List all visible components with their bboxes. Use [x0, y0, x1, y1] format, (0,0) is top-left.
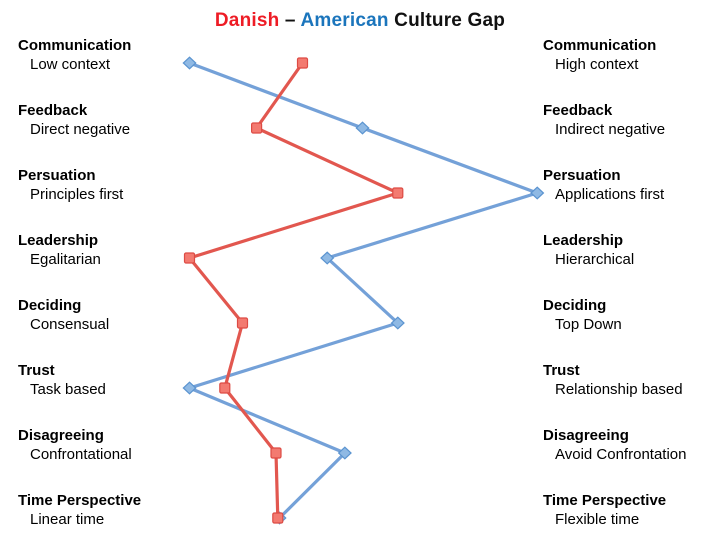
dimension-title: Deciding: [543, 297, 607, 314]
american-marker: [182, 381, 197, 395]
dimension-subtitle: Direct negative: [30, 121, 131, 138]
dimension-title: Leadership: [18, 232, 99, 249]
dimension-subtitle: Task based: [30, 381, 106, 398]
dimension-left-label: Feedback Direct negative: [18, 101, 130, 138]
dimension-title: Deciding: [18, 297, 82, 314]
dimension-subtitle: Hierarchical: [555, 251, 635, 268]
danish-line: [187, 61, 400, 520]
american-marker: [390, 316, 405, 330]
american-marker: [530, 186, 545, 200]
danish-marker: [272, 512, 284, 524]
dimension-right-label: Persuation Applications first: [543, 166, 664, 203]
dimension-right-label: Disagreeing Avoid Confrontation: [543, 426, 686, 463]
danish-marker: [251, 122, 263, 134]
dimension-subtitle: Flexible time: [555, 511, 640, 528]
dimension-title: Disagreeing: [543, 427, 629, 444]
dimension-left-label: Persuation Principles first: [18, 166, 123, 203]
american-line: [187, 61, 539, 520]
dimension-subtitle: Applications first: [555, 186, 665, 203]
dimension-subtitle: Indirect negative: [555, 121, 666, 138]
dimension-right-label: Deciding Top Down: [543, 296, 622, 333]
american-marker: [337, 446, 352, 460]
dimension-subtitle: High context: [555, 56, 639, 73]
title-separator: –: [284, 10, 296, 31]
danish-marker: [183, 252, 196, 264]
dimension-title: Feedback: [543, 102, 613, 119]
dimension-title: Leadership: [543, 232, 624, 249]
dimension-right-label: Feedback Indirect negative: [543, 101, 665, 138]
dimension-right-label: Time Perspective Flexible time: [543, 491, 666, 528]
dimension-title: Communication: [18, 37, 132, 54]
dimension-right-label: Leadership Hierarchical: [543, 231, 634, 268]
dimension-title: Communication: [543, 37, 657, 54]
dimension-left-label: Disagreeing Confrontational: [18, 426, 132, 463]
dimension-right-label: Communication High context: [543, 36, 656, 73]
dimension-left-label: Deciding Consensual: [18, 296, 109, 333]
dimension-subtitle: Confrontational: [30, 446, 132, 463]
dimension-title: Feedback: [18, 102, 88, 119]
dimension-subtitle: Top Down: [555, 316, 622, 333]
dimension-right-label: Trust Relationship based: [543, 361, 683, 398]
title-danish: Danish: [214, 10, 280, 31]
dimension-subtitle: Egalitarian: [30, 251, 101, 268]
dimension-left-label: Time Perspective Linear time: [18, 491, 141, 528]
dimension-subtitle: Avoid Confrontation: [555, 446, 687, 463]
dimension-left-label: Leadership Egalitarian: [18, 231, 101, 268]
chart-title: Danish – American Culture Gap: [0, 10, 720, 32]
dimension-title: Disagreeing: [18, 427, 104, 444]
dimension-subtitle: Principles first: [30, 186, 124, 203]
american-marker: [355, 121, 370, 135]
danish-marker: [219, 382, 231, 394]
title-american: American: [300, 10, 389, 31]
danish-marker: [296, 57, 309, 69]
dimension-subtitle: Consensual: [30, 316, 110, 333]
dimension-subtitle: Relationship based: [555, 381, 683, 398]
dimension-left-label: Communication Low context: [18, 36, 131, 73]
dimension-subtitle: Linear time: [30, 511, 105, 528]
dimension-title: Persuation: [543, 167, 621, 184]
dimension-subtitle: Low context: [30, 56, 111, 73]
danish-marker: [236, 317, 249, 329]
dimension-title: Trust: [18, 362, 55, 379]
dimension-title: Trust: [543, 362, 580, 379]
american-marker: [182, 56, 197, 70]
danish-marker: [392, 187, 404, 199]
title-rest: Culture Gap: [394, 10, 506, 31]
dimension-title: Time Perspective: [18, 492, 142, 509]
american-marker: [320, 251, 335, 265]
dimension-left-label: Trust Task based: [18, 361, 106, 398]
dimension-title: Time Perspective: [543, 492, 667, 509]
danish-marker: [270, 447, 282, 459]
dimension-title: Persuation: [18, 167, 96, 184]
